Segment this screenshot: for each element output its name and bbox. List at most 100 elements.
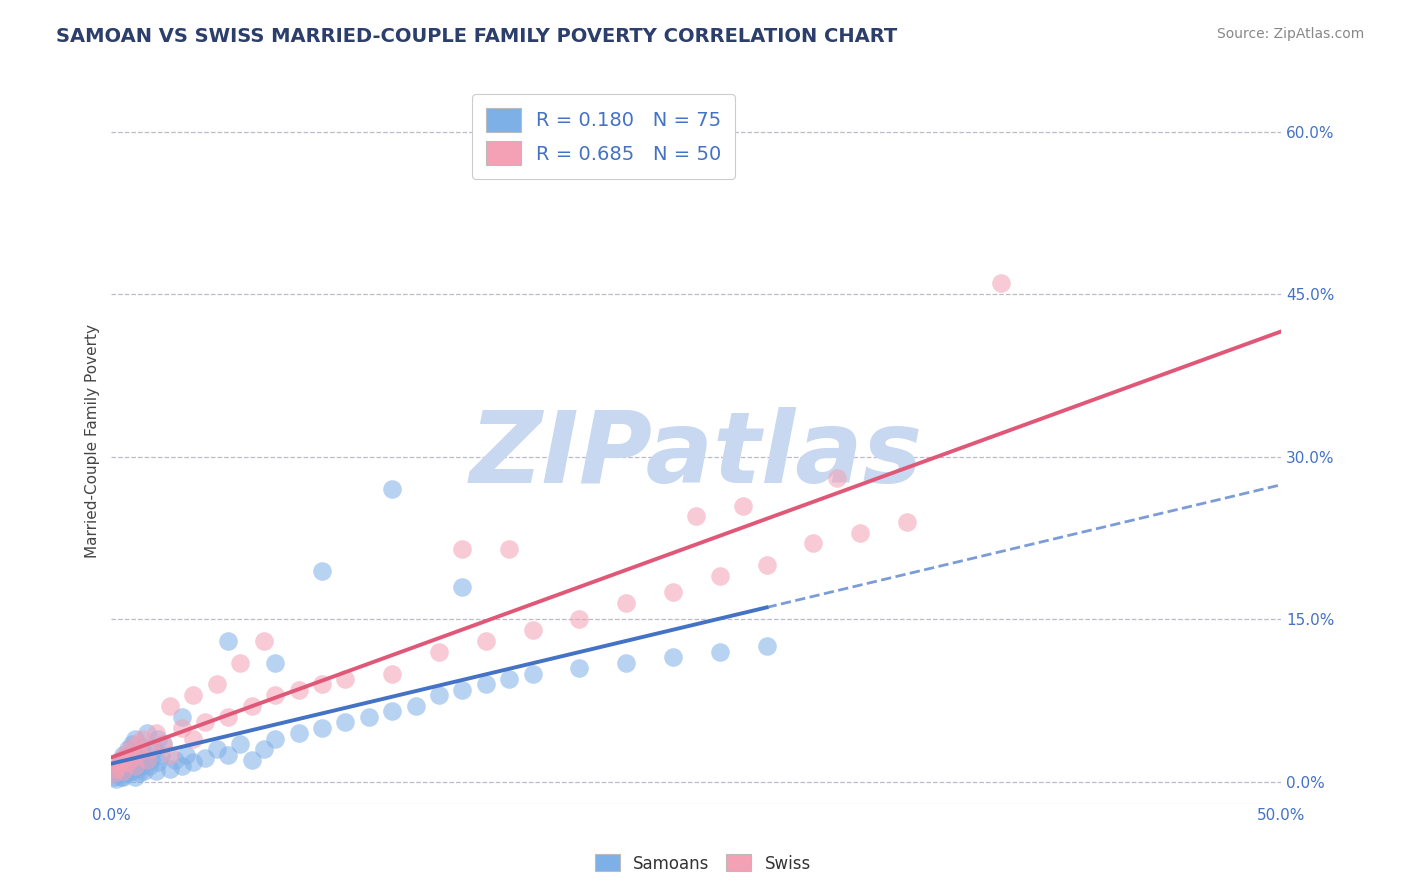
Point [117,766,139,780]
Point [264,656,287,670]
Point [127,745,149,759]
Point [120,742,142,756]
Point [335,672,357,686]
Point [152,737,174,751]
Point [148,756,170,770]
Point [614,656,637,670]
Point [110,770,132,784]
Point [148,731,170,746]
Point [522,666,544,681]
Point [128,745,150,759]
Point [287,682,309,697]
Point [141,742,163,756]
Point [107,758,129,772]
Legend: R = 0.180   N = 75, R = 0.685   N = 50: R = 0.180 N = 75, R = 0.685 N = 50 [472,95,735,178]
Text: SAMOAN VS SWISS MARRIED-COUPLE FAMILY POVERTY CORRELATION CHART: SAMOAN VS SWISS MARRIED-COUPLE FAMILY PO… [56,27,897,45]
Point [405,699,427,714]
Point [427,688,450,702]
Point [170,758,193,772]
Point [194,715,217,730]
Point [755,558,778,573]
Point [229,656,252,670]
Point [381,705,404,719]
Point [121,764,143,778]
Point [138,758,160,772]
Point [381,483,404,497]
Point [117,756,139,770]
Point [217,710,239,724]
Point [149,747,172,762]
Point [112,764,135,778]
Point [357,710,380,724]
Point [152,737,174,751]
Point [181,756,204,770]
Point [114,764,136,778]
Point [145,764,167,778]
Point [475,677,498,691]
Point [381,666,404,681]
Point [217,634,239,648]
Point [568,661,591,675]
Point [240,699,263,714]
Point [240,753,263,767]
Point [498,672,520,686]
Point [110,762,132,776]
Point [124,770,146,784]
Y-axis label: Married-Couple Family Poverty: Married-Couple Family Poverty [86,324,100,558]
Point [170,710,193,724]
Point [103,770,125,784]
Point [849,525,872,540]
Point [451,541,474,556]
Point [205,677,228,691]
Point [135,747,157,762]
Point [128,751,150,765]
Point [110,753,132,767]
Point [825,471,848,485]
Point [134,764,156,778]
Point [131,731,153,746]
Point [217,747,239,762]
Point [311,677,333,691]
Point [311,564,333,578]
Point [990,277,1012,291]
Point [427,645,450,659]
Point [568,612,591,626]
Point [896,515,918,529]
Point [120,747,142,762]
Point [181,688,204,702]
Point [205,742,228,756]
Point [755,640,778,654]
Point [287,726,309,740]
Point [105,762,128,776]
Point [451,580,474,594]
Point [662,650,685,665]
Point [114,747,136,762]
Point [124,753,146,767]
Point [141,753,163,767]
Point [107,758,129,772]
Point [733,499,755,513]
Point [135,726,157,740]
Point [127,737,149,751]
Point [112,747,135,762]
Point [475,634,498,648]
Point [159,762,181,776]
Point [105,772,128,786]
Point [124,731,146,746]
Point [107,766,129,780]
Point [145,726,167,740]
Point [252,742,274,756]
Point [170,721,193,735]
Point [662,585,685,599]
Point [229,737,252,751]
Text: Source: ZipAtlas.com: Source: ZipAtlas.com [1216,27,1364,41]
Point [127,762,149,776]
Point [174,747,197,762]
Point [131,758,153,772]
Point [614,596,637,610]
Point [114,762,136,776]
Point [103,766,125,780]
Point [124,758,146,772]
Point [522,624,544,638]
Point [709,569,731,583]
